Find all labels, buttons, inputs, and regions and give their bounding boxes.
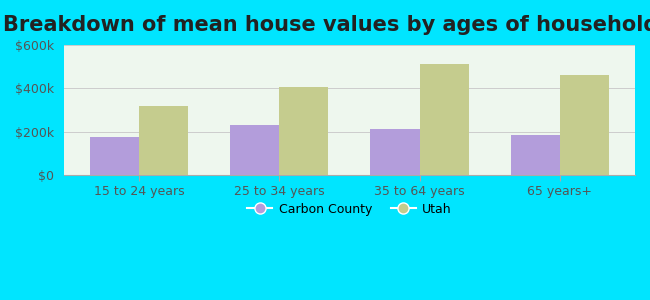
- Bar: [230, 125, 280, 175]
- Bar: [139, 106, 188, 175]
- Bar: [280, 87, 328, 175]
- Bar: [560, 75, 609, 175]
- Bar: [370, 129, 420, 175]
- Bar: [420, 64, 469, 175]
- Bar: [511, 135, 560, 175]
- Title: Breakdown of mean house values by ages of householders: Breakdown of mean house values by ages o…: [3, 15, 650, 35]
- Legend: Carbon County, Utah: Carbon County, Utah: [242, 198, 456, 220]
- Bar: [90, 137, 139, 175]
